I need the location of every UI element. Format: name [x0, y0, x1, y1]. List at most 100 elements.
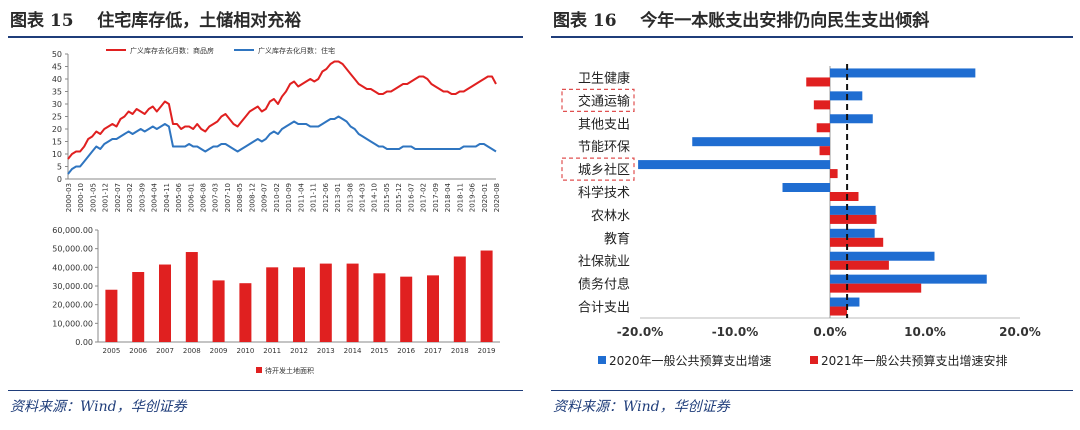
bar-2013	[319, 263, 332, 342]
y-tick-label: 20,000.00	[52, 301, 93, 310]
legend-label-2: 2021年一般公共预算支出增速安排	[821, 353, 1008, 368]
y-tick-label: 20	[52, 125, 62, 134]
x-tick-label: 20.0%	[999, 325, 1041, 339]
x-tick-label: 2019-06	[469, 182, 477, 212]
highlight-box-城乡社区	[561, 157, 635, 181]
bar-2014	[346, 263, 359, 342]
bar-1-城乡社区	[638, 160, 830, 170]
y-tick-label: 15	[52, 138, 62, 147]
x-tick-label: 2002-07	[114, 183, 122, 212]
bar-2-债务付息	[830, 283, 922, 293]
x-tick-label: 2015	[370, 347, 388, 355]
x-tick-label: -10.0%	[712, 325, 759, 339]
right-source-note: 资料来源：Wind，华创证券	[553, 399, 730, 415]
left-figure-heading: 住宅库存低，土储相对充裕	[97, 11, 302, 31]
bar-2009	[212, 280, 225, 342]
legend-label: 待开发土地面积	[265, 366, 314, 375]
x-tick-label: 2011-04	[297, 182, 305, 212]
category-label: 卫生健康	[578, 70, 630, 86]
x-tick-label: 2018	[451, 347, 469, 355]
bar-2-科学技术	[830, 192, 859, 201]
y-tick-label: 45	[52, 63, 62, 72]
legend-swatch-1	[598, 356, 606, 364]
series-line-1	[67, 60, 497, 160]
y-tick-label: 25	[52, 113, 62, 122]
x-tick-label: 2006-08	[200, 183, 208, 212]
x-tick-label: 2017-02	[420, 183, 428, 212]
bar-2005	[105, 289, 118, 342]
x-tick-label: 2014-03	[358, 183, 366, 212]
category-label: 其他支出	[578, 117, 630, 132]
x-tick-label: 2005-06	[175, 182, 183, 212]
x-tick-label: 2008	[183, 347, 201, 355]
highlight-box-交通运输	[561, 88, 635, 112]
spending-growth-chart: -20.0% -10.0% 0.0% 10.0% 20.0% 卫生健康交通运输其他支出节能…	[561, 64, 1041, 368]
bar-2006	[132, 272, 145, 342]
x-tick-label: 2010-09	[285, 183, 293, 212]
bar-2012	[293, 267, 305, 342]
right-figure-heading: 今年一本账支出安排仍向民生支出倾斜	[640, 11, 930, 31]
x-tick-label: 2008-12	[248, 183, 256, 212]
left-figure-title: 图表 15 住宅库存低，土储相对充裕	[10, 6, 301, 31]
bar-1-节能环保	[692, 137, 830, 147]
x-tick-label: 2009-07	[261, 183, 269, 212]
x-tick-label: 2011	[263, 347, 281, 355]
bar-2-合计支出	[830, 306, 848, 316]
x-tick-label: 2015-05	[383, 183, 391, 212]
legend-label-1: 广义库存去化月数：商品房	[130, 46, 214, 55]
x-tick-label: 0.0%	[813, 325, 846, 339]
x-tick-label: 2000-03	[65, 183, 73, 212]
category-label: 教育	[604, 231, 630, 247]
x-tick-label: 2007-03	[212, 183, 220, 212]
x-tick-label: 2016	[397, 347, 415, 355]
left-title-rule	[8, 36, 523, 38]
category-label: 科学技术	[578, 185, 630, 201]
bar-2-节能环保	[819, 146, 830, 156]
bar-1-农林水	[830, 205, 876, 215]
y-tick-label: 40	[52, 75, 62, 84]
bar-1-债务付息	[830, 274, 987, 284]
x-tick-label: 2017-09	[432, 183, 440, 212]
x-tick-label: 2001-05	[89, 183, 97, 212]
y-tick-label: 30	[52, 100, 62, 109]
x-tick-label: 2006	[129, 347, 147, 355]
x-tick-label: 2006-01	[187, 183, 195, 212]
bar-2-城乡社区	[830, 169, 838, 179]
bar-2011	[266, 267, 279, 342]
x-tick-label: 2013-01	[334, 183, 342, 212]
x-tick-label: 2020-08	[493, 183, 501, 212]
y-tick-label: 0	[57, 175, 62, 184]
x-tick-label: 2003-02	[126, 183, 134, 212]
bar-2015	[373, 273, 386, 342]
legend-label-2: 广义库存去化月数：住宅	[258, 46, 335, 55]
land-bar-chart: 0.00 10,000.00 20,000.00 30,000.00 40,000.00…	[52, 226, 500, 375]
bar-2-教育	[830, 237, 884, 247]
bar-1-合计支出	[830, 297, 860, 307]
bar-2007	[159, 264, 171, 342]
y-tick-label: 60,000.00	[52, 226, 93, 235]
x-tick-label: 2013	[317, 347, 335, 355]
bar-1-社保就业	[830, 251, 935, 261]
x-tick-label: 2009	[210, 347, 228, 355]
y-tick-label: 5	[57, 163, 62, 172]
bar-2008	[185, 252, 198, 342]
bar-2-农林水	[830, 214, 877, 224]
x-tick-label: 2012	[290, 347, 308, 355]
x-tick-label: 2011-11	[310, 183, 318, 212]
bar-2017	[427, 275, 439, 342]
bar-2018	[453, 256, 466, 342]
bar-2-卫生健康	[806, 77, 830, 87]
x-tick-label: 2018-04	[444, 182, 452, 212]
x-tick-label: 2013-08	[346, 183, 354, 212]
x-tick-label: 2016-07	[407, 183, 415, 212]
y-tick-label: 0.00	[75, 338, 93, 347]
x-tick-label: 2019	[478, 347, 496, 355]
bar-1-卫生健康	[830, 68, 976, 78]
right-source-rule	[551, 390, 1073, 391]
bar-2019	[480, 250, 493, 342]
x-tick-label: 2001-12	[102, 183, 110, 212]
y-tick-label: 10,000.00	[52, 319, 93, 328]
left-source-rule	[8, 390, 523, 391]
left-source-note: 资料来源：Wind，华创证券	[10, 399, 187, 415]
bar-2-交通运输	[813, 100, 830, 110]
